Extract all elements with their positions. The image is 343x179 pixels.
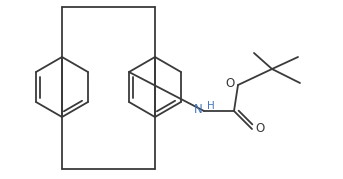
Text: O: O (226, 76, 235, 90)
Text: H: H (207, 101, 215, 111)
Text: O: O (255, 122, 264, 136)
Text: N: N (194, 103, 203, 115)
